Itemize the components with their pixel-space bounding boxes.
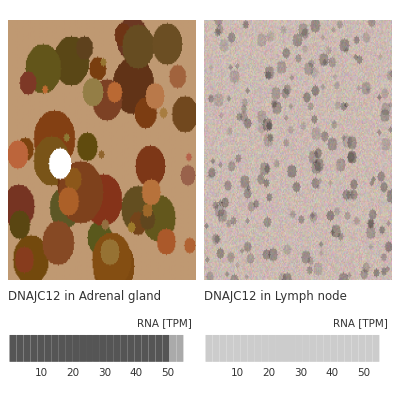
Text: DNAJC12 in Lymph node: DNAJC12 in Lymph node xyxy=(204,290,347,302)
FancyBboxPatch shape xyxy=(358,335,366,362)
FancyBboxPatch shape xyxy=(212,335,220,362)
FancyBboxPatch shape xyxy=(289,335,296,362)
FancyBboxPatch shape xyxy=(226,335,233,362)
FancyBboxPatch shape xyxy=(220,335,226,362)
FancyBboxPatch shape xyxy=(16,335,24,362)
Text: 40: 40 xyxy=(325,368,338,378)
FancyBboxPatch shape xyxy=(366,335,372,362)
FancyBboxPatch shape xyxy=(65,335,72,362)
FancyBboxPatch shape xyxy=(30,335,37,362)
FancyBboxPatch shape xyxy=(142,335,149,362)
FancyBboxPatch shape xyxy=(268,335,275,362)
FancyBboxPatch shape xyxy=(176,335,184,362)
FancyBboxPatch shape xyxy=(114,335,121,362)
FancyBboxPatch shape xyxy=(233,335,240,362)
FancyBboxPatch shape xyxy=(24,335,30,362)
FancyBboxPatch shape xyxy=(324,335,331,362)
FancyBboxPatch shape xyxy=(170,335,176,362)
Text: 50: 50 xyxy=(161,368,174,378)
Text: DNAJC12 in Adrenal gland: DNAJC12 in Adrenal gland xyxy=(8,290,161,302)
FancyBboxPatch shape xyxy=(44,335,51,362)
FancyBboxPatch shape xyxy=(58,335,65,362)
Text: 50: 50 xyxy=(357,368,370,378)
Text: RNA [TPM]: RNA [TPM] xyxy=(333,318,388,328)
FancyBboxPatch shape xyxy=(338,335,345,362)
FancyBboxPatch shape xyxy=(296,335,303,362)
FancyBboxPatch shape xyxy=(261,335,268,362)
Text: 30: 30 xyxy=(294,368,307,378)
Text: 20: 20 xyxy=(66,368,80,378)
FancyBboxPatch shape xyxy=(254,335,261,362)
FancyBboxPatch shape xyxy=(303,335,310,362)
FancyBboxPatch shape xyxy=(128,335,135,362)
FancyBboxPatch shape xyxy=(149,335,156,362)
FancyBboxPatch shape xyxy=(135,335,142,362)
Text: 10: 10 xyxy=(231,368,244,378)
FancyBboxPatch shape xyxy=(37,335,44,362)
FancyBboxPatch shape xyxy=(100,335,107,362)
FancyBboxPatch shape xyxy=(331,335,338,362)
Text: RNA [TPM]: RNA [TPM] xyxy=(137,318,192,328)
Text: 10: 10 xyxy=(35,368,48,378)
FancyBboxPatch shape xyxy=(345,335,352,362)
FancyBboxPatch shape xyxy=(317,335,324,362)
FancyBboxPatch shape xyxy=(107,335,114,362)
FancyBboxPatch shape xyxy=(10,335,16,362)
FancyBboxPatch shape xyxy=(275,335,282,362)
FancyBboxPatch shape xyxy=(79,335,86,362)
FancyBboxPatch shape xyxy=(206,335,212,362)
Text: 30: 30 xyxy=(98,368,111,378)
FancyBboxPatch shape xyxy=(282,335,289,362)
FancyBboxPatch shape xyxy=(72,335,79,362)
FancyBboxPatch shape xyxy=(93,335,100,362)
FancyBboxPatch shape xyxy=(247,335,254,362)
FancyBboxPatch shape xyxy=(86,335,93,362)
FancyBboxPatch shape xyxy=(51,335,58,362)
Text: 20: 20 xyxy=(262,368,276,378)
FancyBboxPatch shape xyxy=(156,335,162,362)
FancyBboxPatch shape xyxy=(310,335,317,362)
FancyBboxPatch shape xyxy=(240,335,247,362)
FancyBboxPatch shape xyxy=(121,335,128,362)
FancyBboxPatch shape xyxy=(352,335,358,362)
FancyBboxPatch shape xyxy=(162,335,170,362)
FancyBboxPatch shape xyxy=(372,335,380,362)
Text: 40: 40 xyxy=(129,368,142,378)
